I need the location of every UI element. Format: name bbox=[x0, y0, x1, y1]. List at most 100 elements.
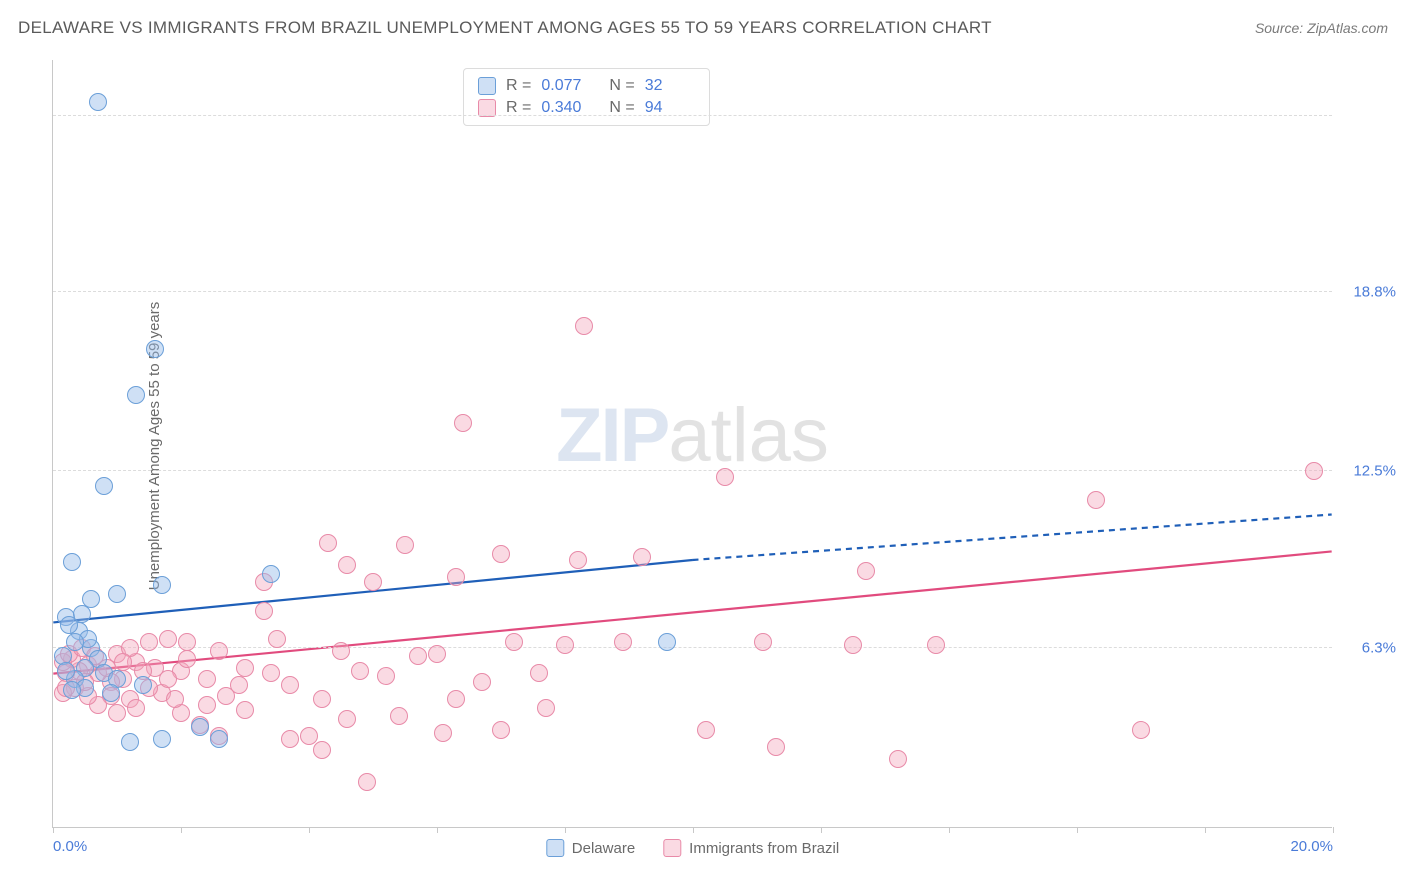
point-series-b bbox=[447, 690, 465, 708]
gridline bbox=[53, 115, 1332, 116]
point-series-a bbox=[57, 662, 75, 680]
point-series-a bbox=[153, 730, 171, 748]
series-legend-label: Immigrants from Brazil bbox=[689, 840, 839, 857]
point-series-b bbox=[262, 664, 280, 682]
point-series-a bbox=[153, 576, 171, 594]
legend-swatch bbox=[478, 77, 496, 95]
point-series-b bbox=[697, 721, 715, 739]
point-series-b bbox=[319, 534, 337, 552]
point-series-b bbox=[492, 721, 510, 739]
point-series-b bbox=[255, 602, 273, 620]
point-series-b bbox=[236, 659, 254, 677]
x-tick bbox=[181, 827, 182, 833]
chart-title: DELAWARE VS IMMIGRANTS FROM BRAZIL UNEMP… bbox=[18, 18, 992, 38]
point-series-a bbox=[146, 340, 164, 358]
point-series-b bbox=[178, 633, 196, 651]
point-series-b bbox=[844, 636, 862, 654]
point-series-b bbox=[281, 676, 299, 694]
point-series-a bbox=[127, 386, 145, 404]
point-series-b bbox=[166, 690, 184, 708]
point-series-b bbox=[198, 670, 216, 688]
point-series-a bbox=[95, 477, 113, 495]
watermark-zip: ZIP bbox=[556, 392, 668, 477]
point-series-b bbox=[332, 642, 350, 660]
point-series-b bbox=[575, 317, 593, 335]
point-series-b bbox=[159, 670, 177, 688]
point-series-b bbox=[569, 551, 587, 569]
point-series-b bbox=[857, 562, 875, 580]
point-series-b bbox=[396, 536, 414, 554]
point-series-b bbox=[473, 673, 491, 691]
point-series-b bbox=[338, 710, 356, 728]
point-series-b bbox=[281, 730, 299, 748]
series-legend-label: Delaware bbox=[572, 840, 635, 857]
point-series-a bbox=[63, 553, 81, 571]
chart-source: Source: ZipAtlas.com bbox=[1255, 20, 1388, 36]
point-series-b bbox=[1305, 462, 1323, 480]
point-series-b bbox=[313, 741, 331, 759]
point-series-b bbox=[114, 653, 132, 671]
point-series-b bbox=[338, 556, 356, 574]
point-series-a bbox=[121, 733, 139, 751]
point-series-b bbox=[556, 636, 574, 654]
point-series-b bbox=[434, 724, 452, 742]
legend-swatch bbox=[663, 839, 681, 857]
point-series-a bbox=[82, 590, 100, 608]
x-tick-label: 20.0% bbox=[1290, 838, 1333, 855]
point-series-b bbox=[633, 548, 651, 566]
point-series-a bbox=[262, 565, 280, 583]
x-tick bbox=[53, 827, 54, 833]
x-tick bbox=[565, 827, 566, 833]
point-series-b bbox=[210, 642, 228, 660]
point-series-b bbox=[409, 647, 427, 665]
point-series-b bbox=[351, 662, 369, 680]
point-series-b bbox=[159, 630, 177, 648]
point-series-a bbox=[191, 718, 209, 736]
point-series-b bbox=[268, 630, 286, 648]
point-series-b bbox=[447, 568, 465, 586]
x-tick bbox=[1077, 827, 1078, 833]
legend-row: R =0.077N =32 bbox=[478, 75, 695, 97]
y-tick-label: 18.8% bbox=[1353, 284, 1396, 301]
x-tick bbox=[1205, 827, 1206, 833]
x-tick bbox=[437, 827, 438, 833]
point-series-a bbox=[63, 681, 81, 699]
point-series-b bbox=[927, 636, 945, 654]
point-series-b bbox=[236, 701, 254, 719]
correlation-legend: R =0.077N =32R =0.340N =94 bbox=[463, 68, 710, 126]
point-series-b bbox=[313, 690, 331, 708]
point-series-b bbox=[217, 687, 235, 705]
gridline bbox=[53, 647, 1332, 648]
point-series-b bbox=[1087, 491, 1105, 509]
series-legend-item: Delaware bbox=[546, 839, 635, 857]
point-series-b bbox=[377, 667, 395, 685]
point-series-b bbox=[505, 633, 523, 651]
point-series-b bbox=[716, 468, 734, 486]
x-tick bbox=[1333, 827, 1334, 833]
point-series-a bbox=[210, 730, 228, 748]
x-tick bbox=[949, 827, 950, 833]
y-tick-label: 12.5% bbox=[1353, 463, 1396, 480]
point-series-b bbox=[140, 633, 158, 651]
point-series-a bbox=[102, 684, 120, 702]
point-series-a bbox=[66, 633, 84, 651]
chart-header: DELAWARE VS IMMIGRANTS FROM BRAZIL UNEMP… bbox=[18, 18, 1388, 38]
point-series-b bbox=[454, 414, 472, 432]
legend-swatch bbox=[546, 839, 564, 857]
point-series-b bbox=[614, 633, 632, 651]
point-series-a bbox=[134, 676, 152, 694]
point-series-b bbox=[492, 545, 510, 563]
x-tick-label: 0.0% bbox=[53, 838, 87, 855]
gridline bbox=[53, 291, 1332, 292]
series-legend-item: Immigrants from Brazil bbox=[663, 839, 839, 857]
point-series-b bbox=[364, 573, 382, 591]
gridline bbox=[53, 470, 1332, 471]
point-series-b bbox=[767, 738, 785, 756]
watermark-atlas: atlas bbox=[668, 392, 829, 477]
legend-n-value: 32 bbox=[645, 77, 695, 95]
point-series-a bbox=[658, 633, 676, 651]
point-series-a bbox=[108, 585, 126, 603]
x-tick bbox=[693, 827, 694, 833]
point-series-b bbox=[108, 704, 126, 722]
legend-r-value: 0.077 bbox=[541, 77, 591, 95]
